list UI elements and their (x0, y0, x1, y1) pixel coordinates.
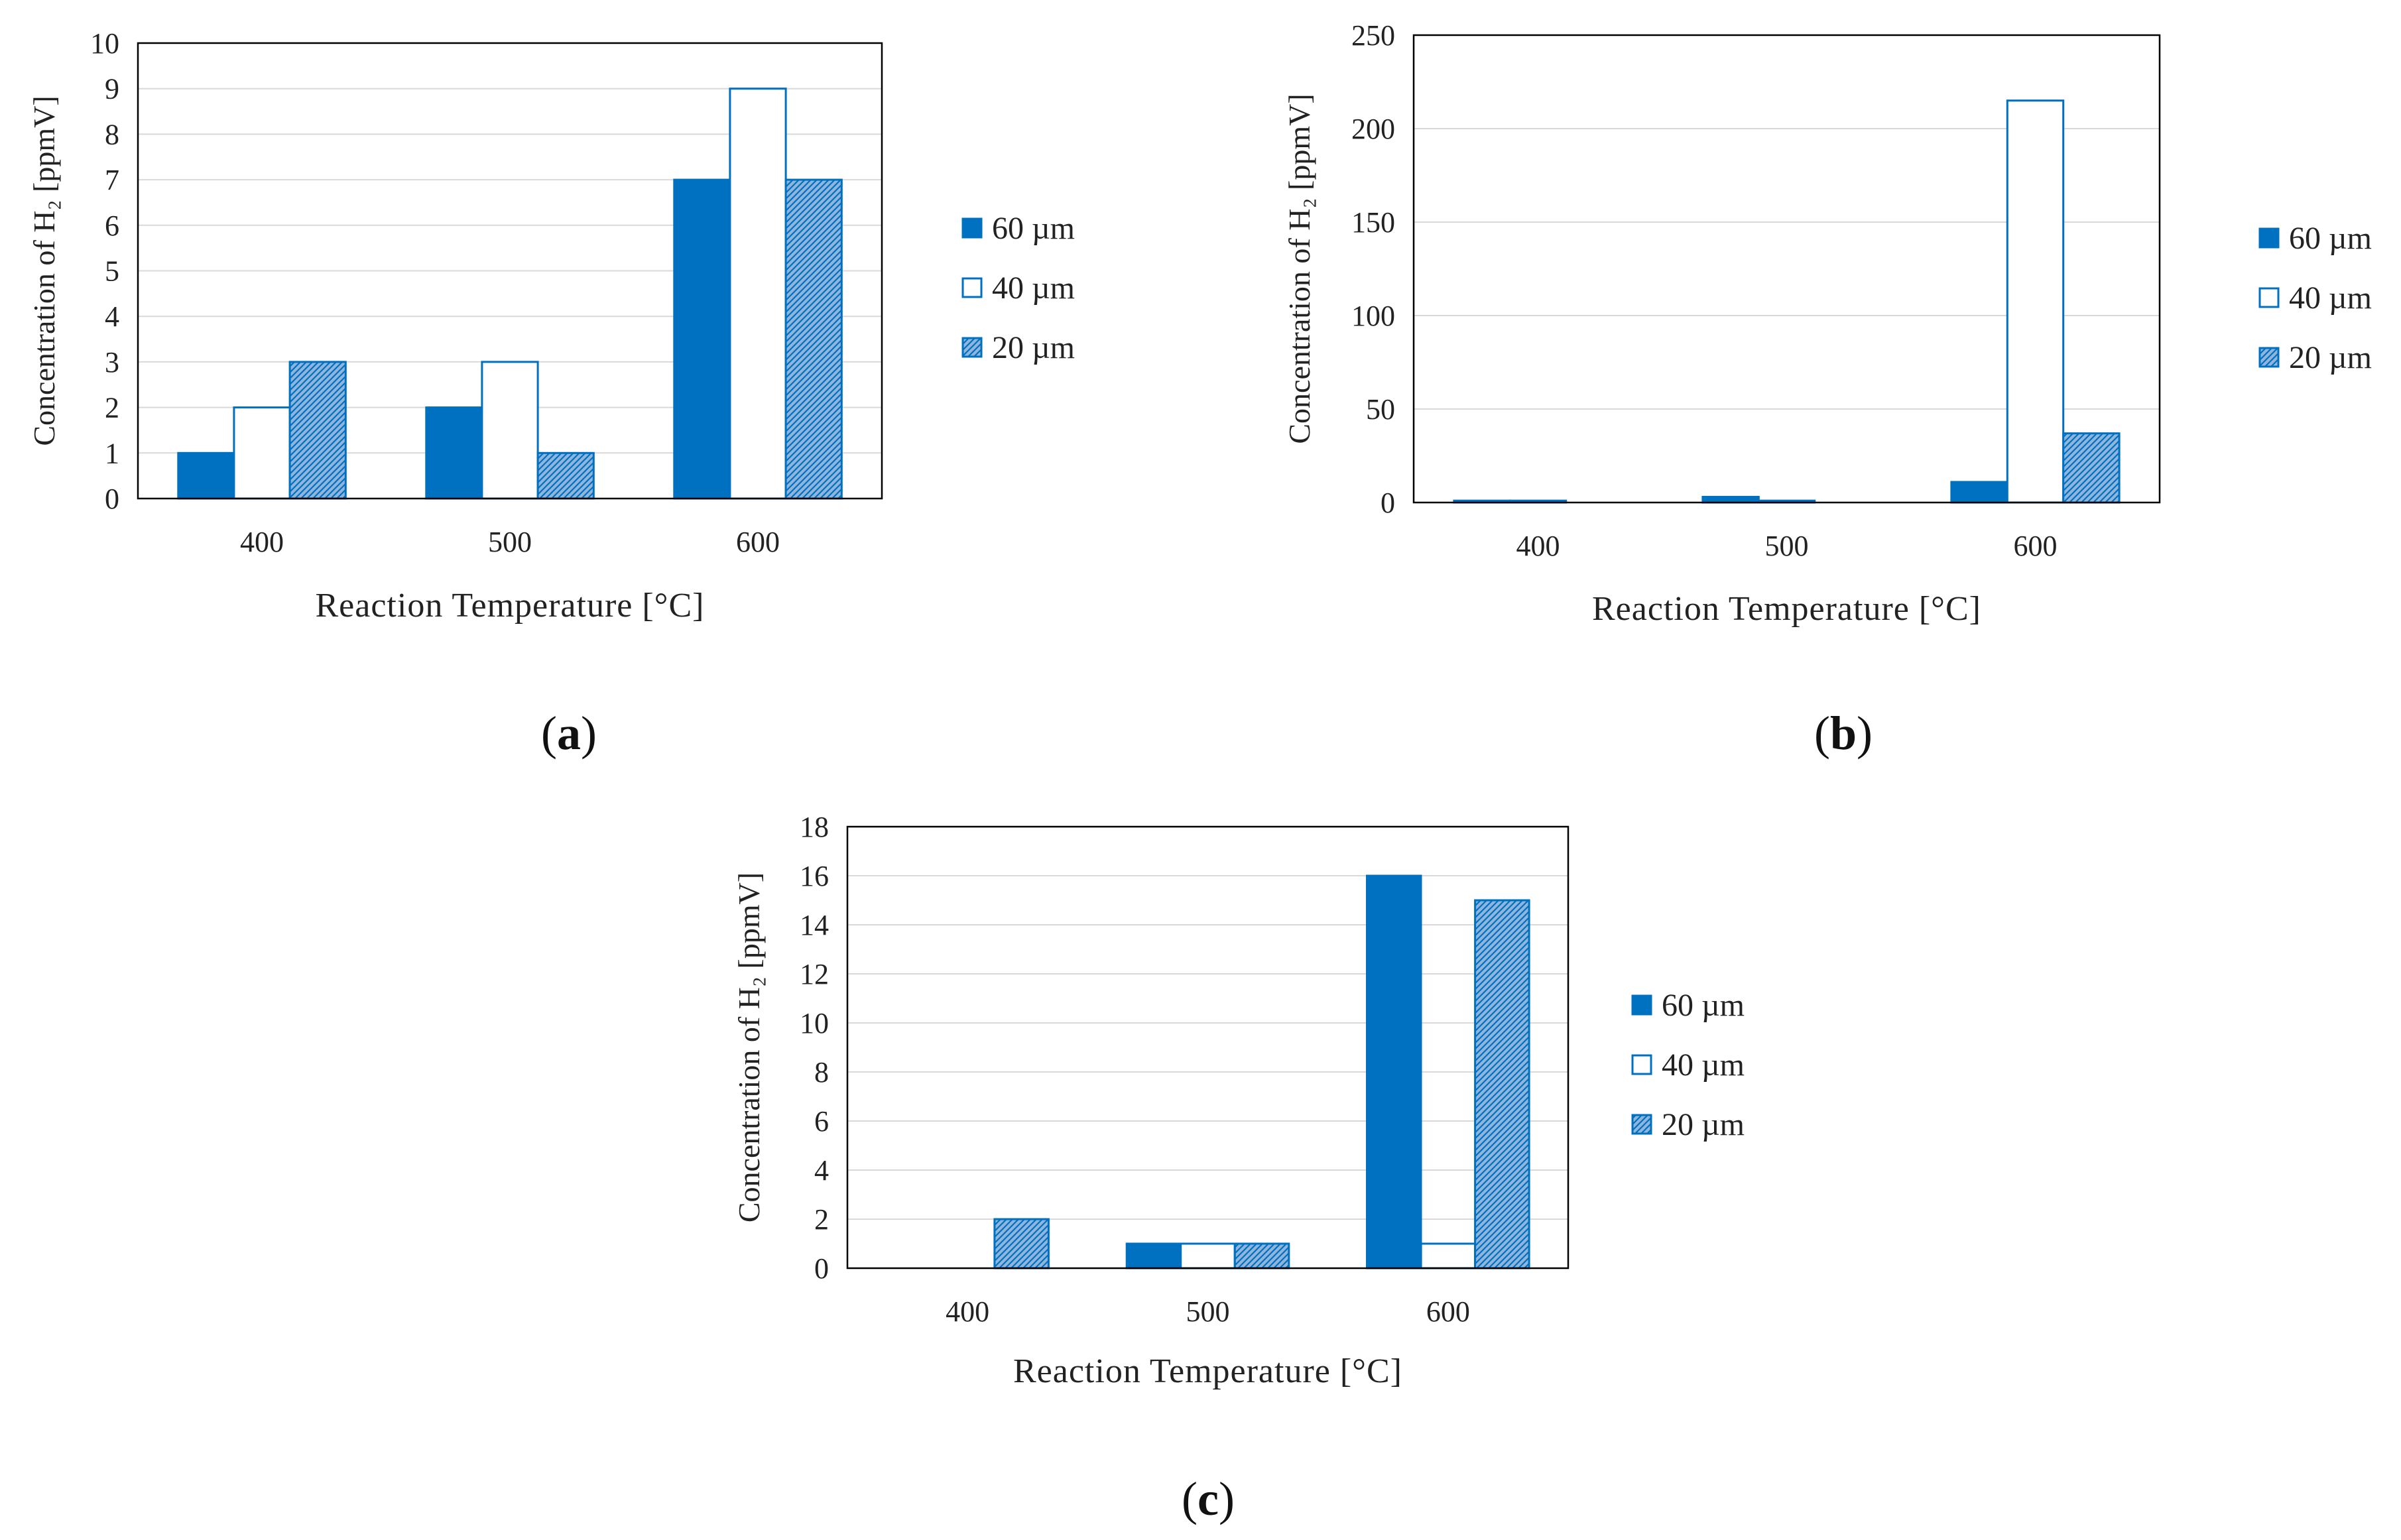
bar-a-s0-c2 (673, 178, 731, 500)
y-tick-label: 8 (105, 118, 119, 150)
bar-a-s2-c1 (536, 451, 595, 500)
y-tick-label: 18 (800, 811, 829, 843)
panel-caption: (b) (1814, 707, 1873, 760)
x-tick-label: 400 (1516, 530, 1560, 562)
bar-a-s2-c0 (288, 361, 347, 500)
bar-c-s2-c0 (993, 1218, 1050, 1270)
legend-swatch-2 (961, 337, 983, 358)
y-tick-label: 14 (800, 909, 829, 941)
x-tick-label: 600 (736, 526, 780, 558)
y-tick-label: 5 (105, 255, 119, 288)
bar-a-s1-c2 (729, 88, 787, 500)
legend-swatch-0 (1631, 994, 1652, 1016)
y-axis-label: Concentration of H₂ [ppmV] (1282, 93, 1316, 444)
legend-swatch-1 (1631, 1054, 1652, 1075)
bar-a-s0-c0 (177, 451, 235, 500)
legend-label-2: 20 µm (2289, 340, 2372, 375)
y-tick-label: 150 (1351, 206, 1395, 239)
y-tick-label: 10 (90, 27, 119, 60)
legend-label-0: 60 µm (2289, 221, 2372, 256)
x-tick-label: 500 (1186, 1295, 1230, 1328)
bar-a-s1-c1 (481, 361, 539, 500)
y-tick-label: 2 (814, 1203, 829, 1236)
bar-a-s2-c2 (784, 178, 843, 500)
y-tick-label: 0 (105, 483, 119, 515)
bar-b-s0-c2 (1950, 481, 2008, 504)
bar-c-s2-c2 (1474, 899, 1530, 1270)
legend: 60 µm 40 µm 20 µm (961, 211, 1075, 365)
bar-c-s1-c1 (1180, 1242, 1236, 1270)
x-tick-label: 500 (1765, 530, 1809, 562)
panel-caption: (a) (541, 707, 597, 760)
x-tick-label: 500 (488, 526, 532, 558)
chart-panel-c: 0 2 4 6 8 10 12 14 16 18 400 500 600 Reaction Tempera… (732, 811, 1745, 1525)
legend-swatch-2 (2258, 347, 2280, 368)
bar-b-s2-c2 (2062, 432, 2121, 504)
x-axis-label: Reaction Temperature [°C] (1013, 1352, 1402, 1390)
legend: 60 µm 40 µm 20 µm (2258, 221, 2372, 375)
y-tick-label: 8 (814, 1056, 829, 1089)
x-axis-label: Reaction Temperature [°C] (1592, 590, 1981, 628)
bar-c-s0-c2 (1366, 874, 1422, 1270)
y-tick-label: 2 (105, 392, 119, 424)
y-tick-label: 16 (800, 860, 829, 892)
y-tick-label: 1 (105, 437, 119, 469)
y-tick-label: 12 (800, 958, 829, 990)
bar-c-s0-c1 (1125, 1242, 1182, 1270)
bar-c-s1-c2 (1420, 1242, 1477, 1270)
plot-frame (137, 42, 883, 500)
legend: 60 µm 40 µm 20 µm (1631, 988, 1745, 1142)
legend-label-2: 20 µm (992, 330, 1075, 365)
plot-frame (1412, 34, 2161, 504)
legend-swatch-0 (2258, 227, 2280, 249)
legend-swatch-1 (2258, 287, 2280, 308)
legend-label-1: 40 µm (2289, 280, 2372, 316)
panel-caption: (c) (1182, 1472, 1235, 1525)
bar-a-s0-c1 (425, 406, 483, 500)
legend-label-1: 40 µm (992, 270, 1075, 306)
chart-panel-a: 0 1 2 3 4 5 6 7 8 9 10 400 500 600 Reaction Temperatur… (27, 27, 1075, 760)
y-tick-label: 3 (105, 346, 119, 379)
x-tick-label: 400 (240, 526, 284, 558)
y-tick-label: 10 (800, 1007, 829, 1039)
y-tick-label: 100 (1351, 300, 1395, 332)
y-tick-label: 0 (1381, 487, 1395, 519)
x-tick-label: 400 (946, 1295, 989, 1328)
bar-c-s2-c1 (1233, 1242, 1290, 1270)
y-tick-label: 6 (105, 209, 119, 242)
y-tick-label: 4 (814, 1154, 829, 1187)
legend-swatch-0 (961, 217, 983, 239)
y-axis-label: Concentration of H₂ [ppmV] (732, 872, 766, 1222)
plot-frame (846, 825, 1570, 1270)
legend-swatch-1 (961, 277, 983, 298)
legend-label-2: 20 µm (1662, 1107, 1745, 1142)
y-tick-label: 4 (105, 300, 119, 333)
x-tick-label: 600 (1426, 1295, 1470, 1328)
legend-swatch-2 (1631, 1114, 1652, 1135)
bar-b-s1-c2 (2006, 99, 2065, 504)
y-tick-label: 250 (1351, 19, 1395, 52)
chart-panel-b: 0 50 100 150 200 250 400 500 600 Reaction Tempera… (1282, 19, 2372, 760)
y-tick-label: 50 (1366, 393, 1395, 426)
bar-b-s0-c1 (1701, 496, 1760, 504)
x-axis-label: Reaction Temperature [°C] (316, 587, 705, 624)
legend-label-1: 40 µm (1662, 1047, 1745, 1083)
legend-label-0: 60 µm (992, 211, 1075, 246)
y-tick-label: 9 (105, 73, 119, 105)
y-tick-label: 7 (105, 164, 119, 196)
y-axis-label: Concentration of H₂ [ppmV] (27, 95, 61, 445)
y-tick-label: 200 (1351, 113, 1395, 145)
legend-label-0: 60 µm (1662, 988, 1745, 1023)
x-tick-label: 600 (2014, 530, 2058, 562)
y-tick-label: 6 (814, 1105, 829, 1138)
y-tick-label: 0 (814, 1252, 829, 1285)
bar-a-s1-c0 (233, 406, 291, 500)
